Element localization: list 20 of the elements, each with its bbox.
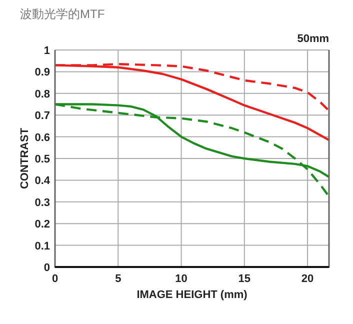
x-axis-title: IMAGE HEIGHT (mm) <box>136 289 248 301</box>
y-tick-label: 0.8 <box>34 88 50 100</box>
y-tick-label: 0 <box>44 262 50 274</box>
y-tick-label: 0.2 <box>34 218 50 231</box>
y-axis-title: CONTRAST <box>19 128 31 190</box>
y-tick-label: 0.6 <box>34 132 50 144</box>
y-tick-label: 0.9 <box>34 66 50 79</box>
y-tick-label: 0.5 <box>34 154 50 166</box>
y-tick-label: 0.3 <box>34 196 50 209</box>
x-tick-label: 15 <box>238 273 251 285</box>
x-tick-label: 0 <box>52 273 58 285</box>
y-tick-label: 1 <box>44 45 50 57</box>
x-tick-label: 10 <box>175 273 188 285</box>
x-tick-label: 5 <box>115 273 122 285</box>
y-tick-label: 0.4 <box>34 175 51 188</box>
chart-title: 波動光学的MTF <box>20 7 105 21</box>
text: 50mm <box>297 33 330 45</box>
x-tick-label: 20 <box>301 273 314 285</box>
y-tick-label: 0.7 <box>34 110 50 122</box>
y-tick-label: 0.1 <box>34 240 50 252</box>
